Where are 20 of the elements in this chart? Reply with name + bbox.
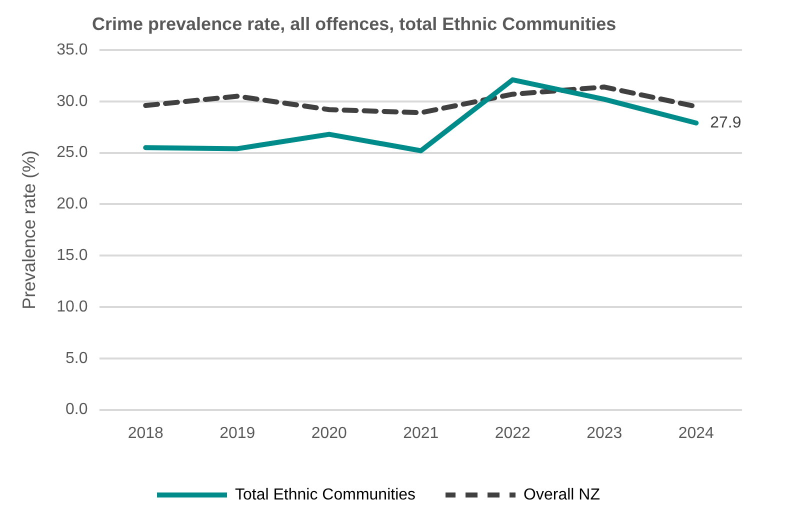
y-tick-label: 35.0 — [56, 41, 88, 58]
y-axis-title: Prevalence rate (%) — [18, 150, 39, 310]
y-tick-label: 15.0 — [56, 247, 88, 264]
y-tick-label: 5.0 — [65, 350, 88, 367]
x-tick-label: 2024 — [678, 424, 714, 442]
y-tick-label: 25.0 — [56, 144, 88, 162]
legend-label: Total Ethnic Communities — [235, 486, 416, 504]
legend-label: Overall NZ — [524, 486, 600, 504]
x-tick-label: 2019 — [220, 424, 256, 442]
x-tick-label: 2018 — [128, 424, 164, 442]
x-tick-label: 2021 — [403, 424, 439, 442]
y-tick-label: 10.0 — [56, 298, 88, 316]
x-tick-label: 2023 — [586, 424, 622, 442]
data-label: 27.9 — [710, 114, 742, 132]
y-tick-label: 0.0 — [65, 401, 88, 418]
y-tick-label: 20.0 — [56, 196, 88, 213]
x-tick-label: 2020 — [311, 424, 348, 442]
chart-title: Crime prevalence rate, all offences, total Ethnic Communities — [92, 14, 616, 35]
y-tick-label: 30.0 — [56, 92, 88, 110]
x-tick-label: 2022 — [494, 424, 531, 442]
